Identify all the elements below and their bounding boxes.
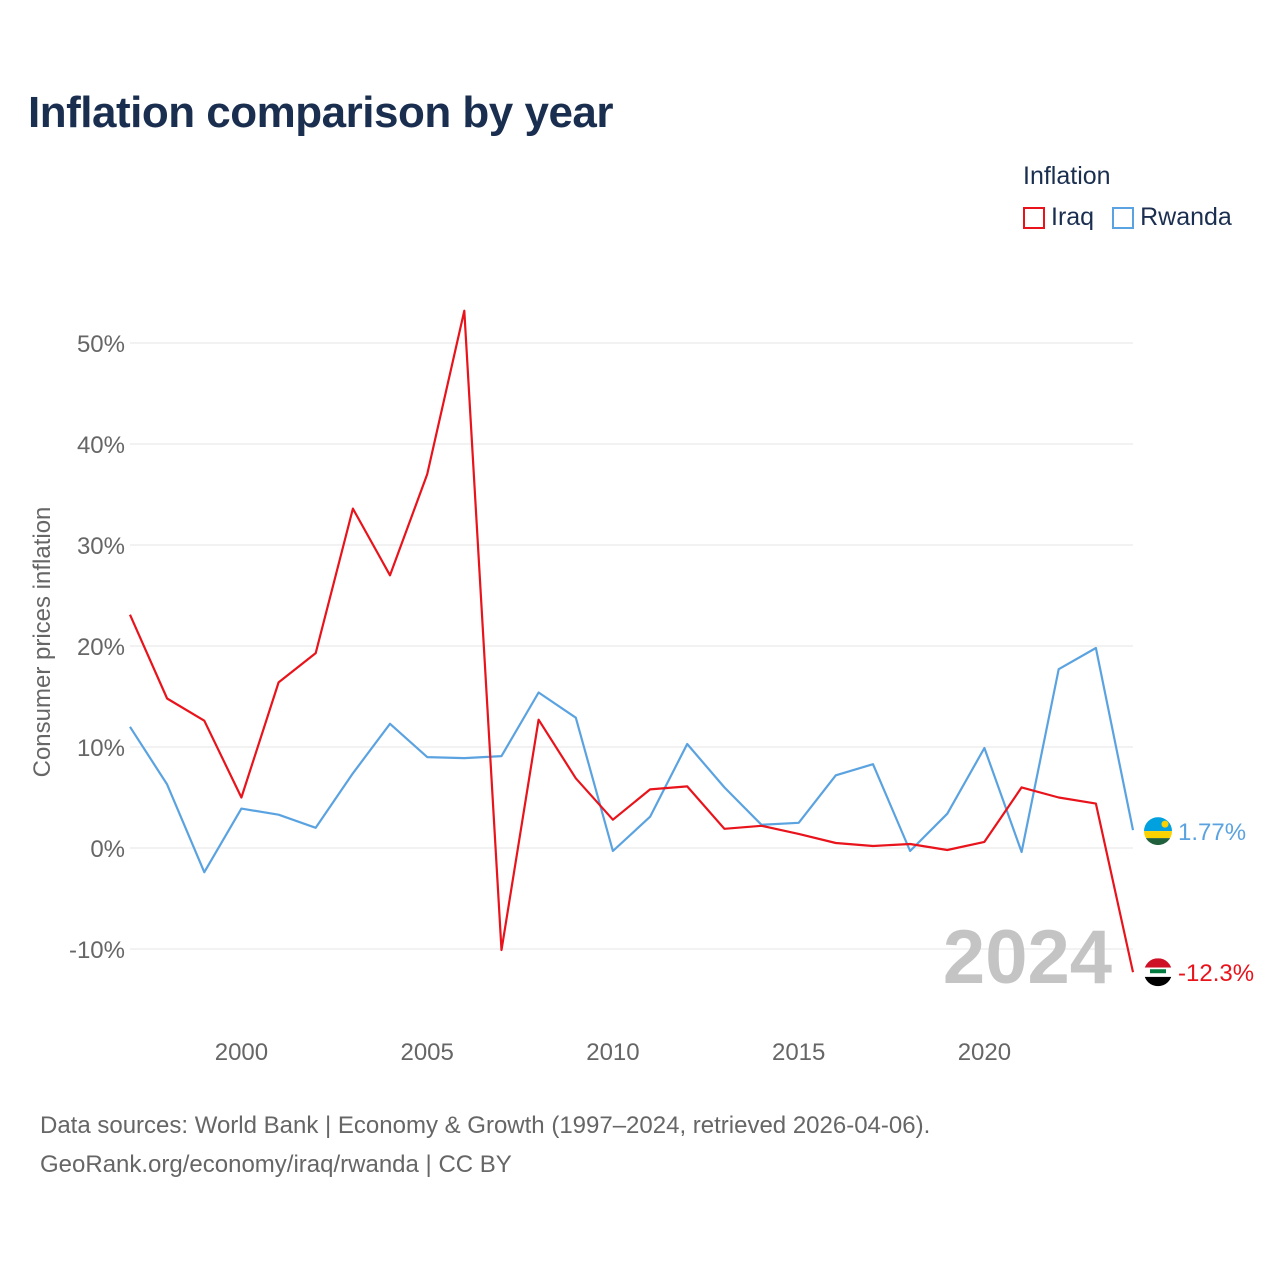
x-tick-label: 2005 bbox=[400, 1039, 453, 1066]
x-tick-label: 2000 bbox=[215, 1039, 268, 1066]
flag-sun bbox=[1161, 820, 1169, 828]
legend-swatch-iraq bbox=[1023, 206, 1045, 229]
legend-label-rwanda: Rwanda bbox=[1140, 203, 1232, 231]
y-tick-label: 0% bbox=[90, 836, 125, 863]
y-tick-label: 20% bbox=[77, 634, 125, 661]
legend-title: Inflation bbox=[1023, 162, 1111, 190]
y-tick-label: 30% bbox=[77, 533, 125, 560]
y-tick-label: -10% bbox=[69, 937, 125, 964]
legend-item-rwanda[interactable]: Rwanda bbox=[1112, 203, 1232, 232]
footer: Data sources: World Bank | Economy & Gro… bbox=[40, 1106, 930, 1184]
x-tick-label: 2010 bbox=[586, 1039, 639, 1066]
series-line-iraq bbox=[128, 309, 1135, 973]
y-tick-label: 40% bbox=[77, 432, 125, 459]
chart-title: Inflation comparison by year bbox=[28, 88, 614, 137]
y-tick-label: 10% bbox=[77, 735, 125, 762]
y-tick-label: 50% bbox=[77, 331, 125, 358]
footer-sources: Data sources: World Bank | Economy & Gro… bbox=[40, 1112, 931, 1139]
y-axis-label: Consumer prices inflation bbox=[29, 507, 56, 778]
footer-attribution: GeoRank.org/economy/iraq/rwanda | CC BY bbox=[40, 1151, 512, 1178]
flag-band-red bbox=[1144, 958, 1172, 968]
legend-label-iraq: Iraq bbox=[1051, 203, 1095, 231]
end-label-iraq: -12.3% bbox=[1178, 960, 1254, 987]
flag-script-mark bbox=[1150, 969, 1166, 974]
rwanda-flag-icon bbox=[1144, 817, 1172, 846]
iraq-flag-icon bbox=[1144, 958, 1172, 987]
end-label-rwanda: 1.77% bbox=[1178, 819, 1246, 846]
flag-band-green bbox=[1144, 838, 1172, 846]
legend-swatch-rwanda bbox=[1112, 206, 1135, 229]
series-line-rwanda bbox=[129, 646, 1135, 874]
legend-item-iraq[interactable]: Iraq bbox=[1023, 203, 1094, 232]
x-tick-label: 2015 bbox=[772, 1039, 825, 1066]
x-tick-label: 2020 bbox=[958, 1039, 1011, 1066]
flag-band-black bbox=[1144, 976, 1172, 987]
legend: Inflation Iraq Rwanda bbox=[1023, 162, 1232, 232]
flag-band-yellow bbox=[1144, 831, 1172, 839]
year-watermark: 2024 bbox=[943, 915, 1112, 1000]
legend-items: Iraq Rwanda bbox=[1023, 203, 1232, 232]
